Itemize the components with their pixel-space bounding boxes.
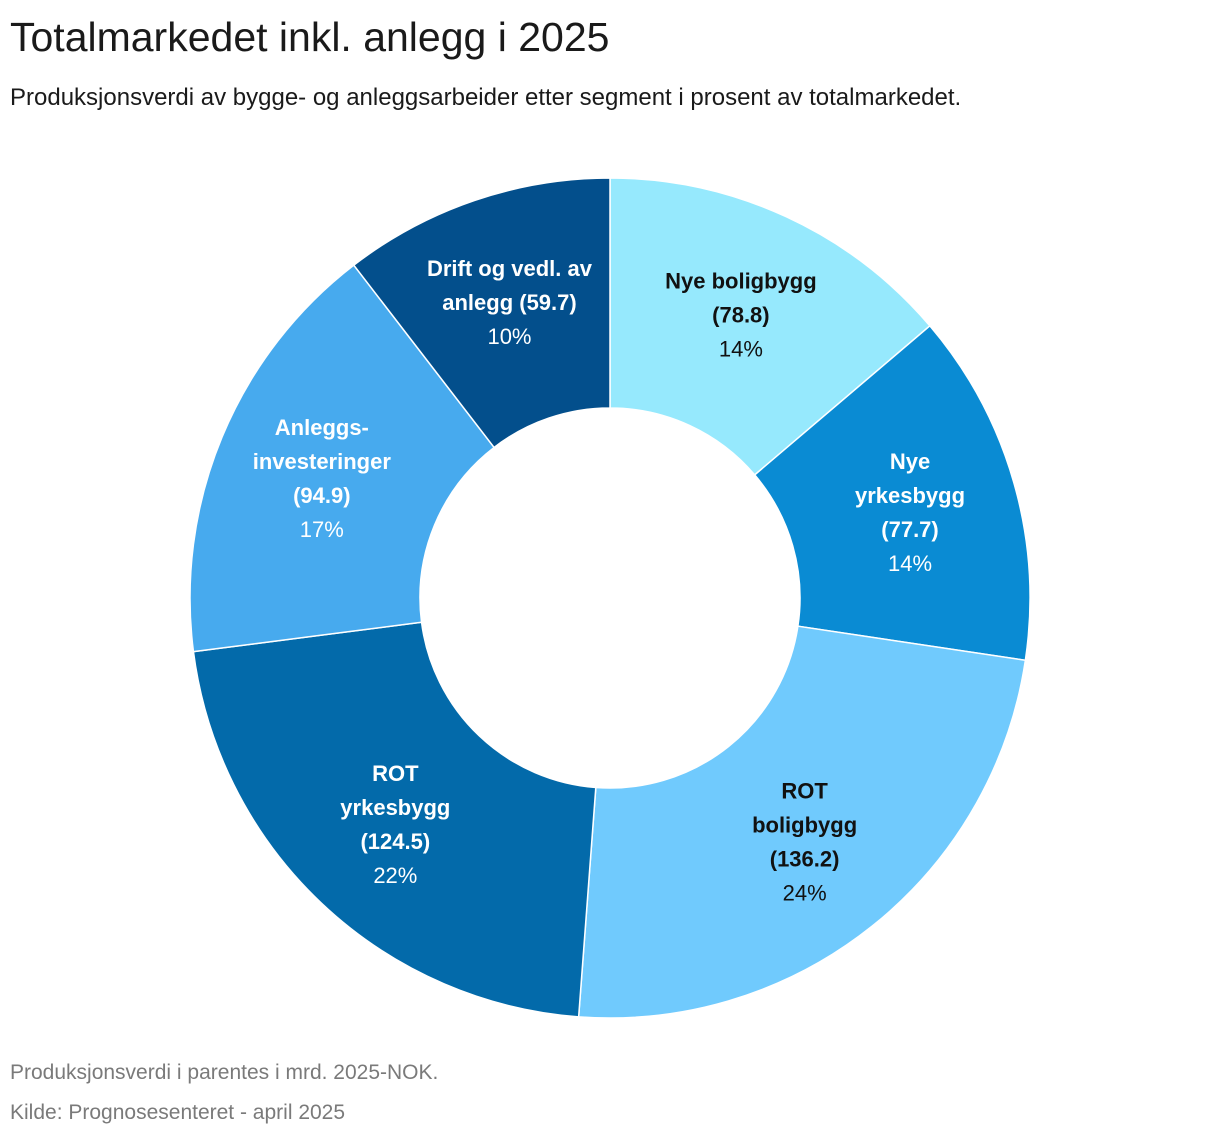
slice-nye-yrkesbygg [753, 324, 1031, 662]
donut-chart: Nye boligbygg (78.8) 14% Nye yrkesbygg (77.7)… [189, 177, 1031, 1019]
slice-nye-boligbygg [609, 177, 931, 476]
donut-slices [189, 177, 1031, 1019]
slice-label-drift-og-vedl-av-anlegg: Drift og vedl. av anlegg (59.7) 10% [427, 256, 593, 349]
slice-percent-label: 14% [888, 551, 932, 576]
slice-drift-og-vedl-av-anlegg [352, 177, 611, 449]
slice-label-line: (77.7) [881, 517, 938, 542]
slice-percent-label: 14% [719, 336, 763, 361]
slice-label-line: ROT [372, 761, 419, 786]
slice-percent-label: 22% [373, 863, 417, 888]
footnote-source: Kilde: Prognosesenteret - april 2025 [10, 1101, 346, 1124]
slice-rot-yrkesbygg [192, 621, 597, 1018]
footnote-note: Produksjonsverdi i parentes i mrd. 2025-… [10, 1061, 439, 1084]
slice-label-line: (78.8) [712, 302, 769, 327]
slice-label-line: Anleggs- [275, 415, 369, 440]
slice-label-line: (94.9) [293, 483, 350, 508]
slice-label-line: Nye boligbygg [665, 268, 817, 293]
slice-anleggsinvesteringer [189, 264, 496, 653]
chart-title: Totalmarkedet inkl. anlegg i 2025 [10, 14, 610, 60]
donut-labels: Nye boligbygg (78.8) 14% Nye yrkesbygg (77.7)… [253, 256, 965, 905]
slice-label-line: ROT [781, 778, 828, 803]
slice-label-rot-yrkesbygg: ROT yrkesbygg (124.5) 22% [340, 761, 450, 888]
chart-subtitle: Produksjonsverdi av bygge- og anleggsarb… [10, 84, 962, 111]
slice-percent-label: 17% [300, 517, 344, 542]
slice-label-line: (136.2) [770, 846, 840, 871]
slice-rot-boligbygg [577, 625, 1027, 1019]
slice-label-line: boligbygg [752, 812, 857, 837]
slice-label-nye-yrkesbygg: Nye yrkesbygg (77.7) 14% [855, 449, 965, 576]
slice-label-line: Nye [890, 449, 930, 474]
slice-label-line: (124.5) [360, 829, 430, 854]
slice-percent-label: 10% [487, 324, 531, 349]
slice-label-anleggsinvesteringer: Anleggs-investeringer (94.9) 17% [253, 415, 392, 542]
slice-label-line: yrkesbygg [855, 483, 965, 508]
slice-label-line: investeringer [253, 449, 392, 474]
slice-label-line: yrkesbygg [340, 795, 450, 820]
slice-label-line: Drift og vedl. av [427, 256, 593, 281]
slice-percent-label: 24% [783, 880, 827, 905]
slice-label-nye-boligbygg: Nye boligbygg (78.8) 14% [665, 268, 817, 361]
slice-label-line: anlegg (59.7) [442, 290, 576, 315]
slice-label-rot-boligbygg: ROT boligbygg (136.2) 24% [752, 778, 857, 905]
